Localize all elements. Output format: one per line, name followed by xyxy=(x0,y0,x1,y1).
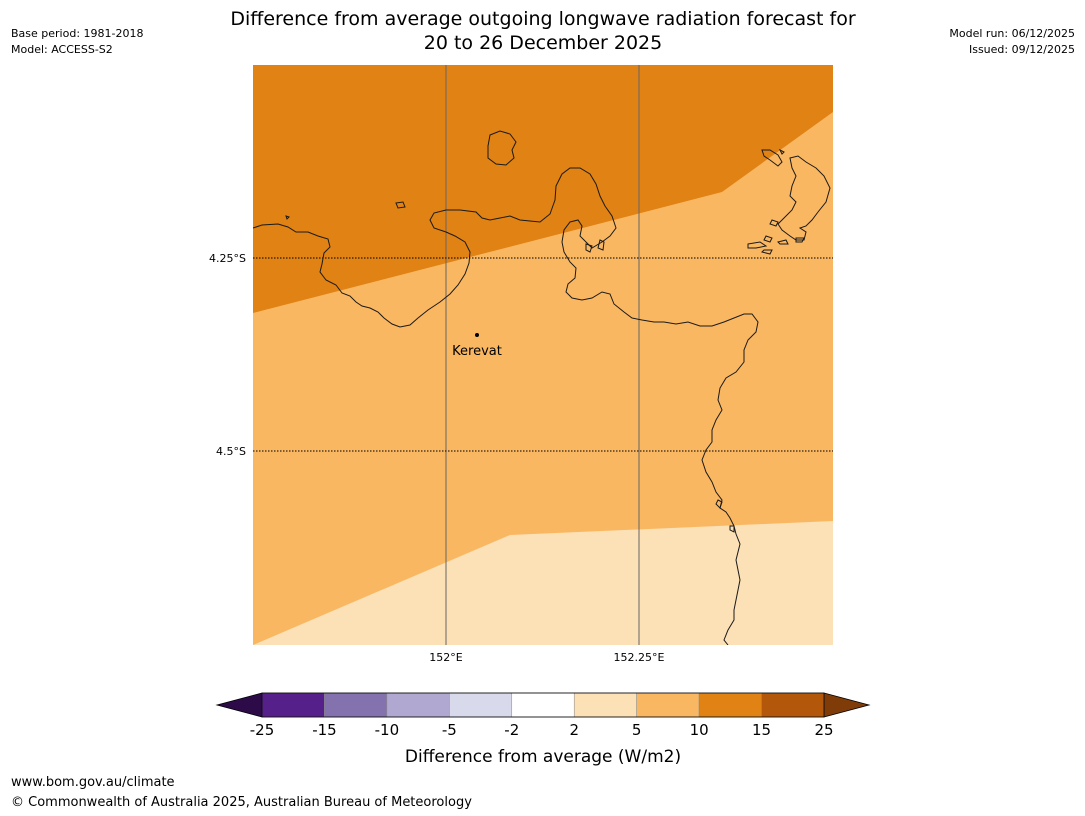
colorbar-tick-label: -10 xyxy=(375,721,400,739)
lat-label-4-5s: 4.5°S xyxy=(216,445,246,458)
colorbar-bin xyxy=(698,692,762,718)
colorbar-bin xyxy=(324,692,388,718)
lon-label-152e: 152°E xyxy=(429,651,462,664)
colorbar-tick-label: -5 xyxy=(442,721,457,739)
base-period-text: Base period: 1981-2018 xyxy=(11,27,144,40)
colorbar-tick-label: 5 xyxy=(632,721,642,739)
anomaly-region-10-15 xyxy=(253,65,833,313)
coastline xyxy=(253,130,831,645)
title-line-2: 20 to 26 December 2025 xyxy=(423,32,663,54)
colorbar-bin xyxy=(573,692,637,718)
colorbar-tick-label: -2 xyxy=(504,721,519,739)
colorbar-tick-label: 2 xyxy=(569,721,579,739)
lat-label-4-25s: 4.25°S xyxy=(209,252,246,265)
anomaly-region-2-5 xyxy=(253,521,833,645)
colorbar-arrow-above xyxy=(823,692,871,718)
colorbar-frame xyxy=(261,692,825,718)
colorbar-tick-label: -15 xyxy=(312,721,337,739)
kerevat-label: Kerevat xyxy=(452,344,502,359)
colorbar-bin xyxy=(511,692,575,718)
colorbar-tick-label: 15 xyxy=(752,721,771,739)
colorbar-bin xyxy=(386,692,450,718)
colorbar-tick-label: 25 xyxy=(814,721,833,739)
footer-copyright: © Commonwealth of Australia 2025, Austra… xyxy=(11,795,472,810)
colorbar-bin xyxy=(636,692,700,718)
colorbar-bin xyxy=(761,692,825,718)
kerevat-marker xyxy=(475,333,479,337)
title-line-1: Difference from average outgoing longwav… xyxy=(230,8,856,30)
model-text: Model: ACCESS-S2 xyxy=(11,43,113,56)
colorbar-bin xyxy=(261,692,325,718)
colorbar-tick-label: 10 xyxy=(690,721,709,739)
model-run-text: Model run: 06/12/2025 xyxy=(949,27,1075,40)
map-title: Difference from average outgoing longwav… xyxy=(143,7,943,55)
footer-url[interactable]: www.bom.gov.au/climate xyxy=(11,775,175,790)
colorbar-label: Difference from average (W/m2) xyxy=(405,747,681,767)
colorbar-bin xyxy=(449,692,513,718)
colorbar: -25 -15 -10 -5 -2 2 5 10 15 25 Difference from av… xyxy=(215,692,871,767)
map-area: Kerevat xyxy=(253,65,833,645)
lon-label-152-25e: 152.25°E xyxy=(614,651,665,664)
issued-text: Issued: 09/12/2025 xyxy=(968,43,1075,56)
colorbar-arrow-below xyxy=(215,692,263,718)
colorbar-tick-label: -25 xyxy=(250,721,275,739)
